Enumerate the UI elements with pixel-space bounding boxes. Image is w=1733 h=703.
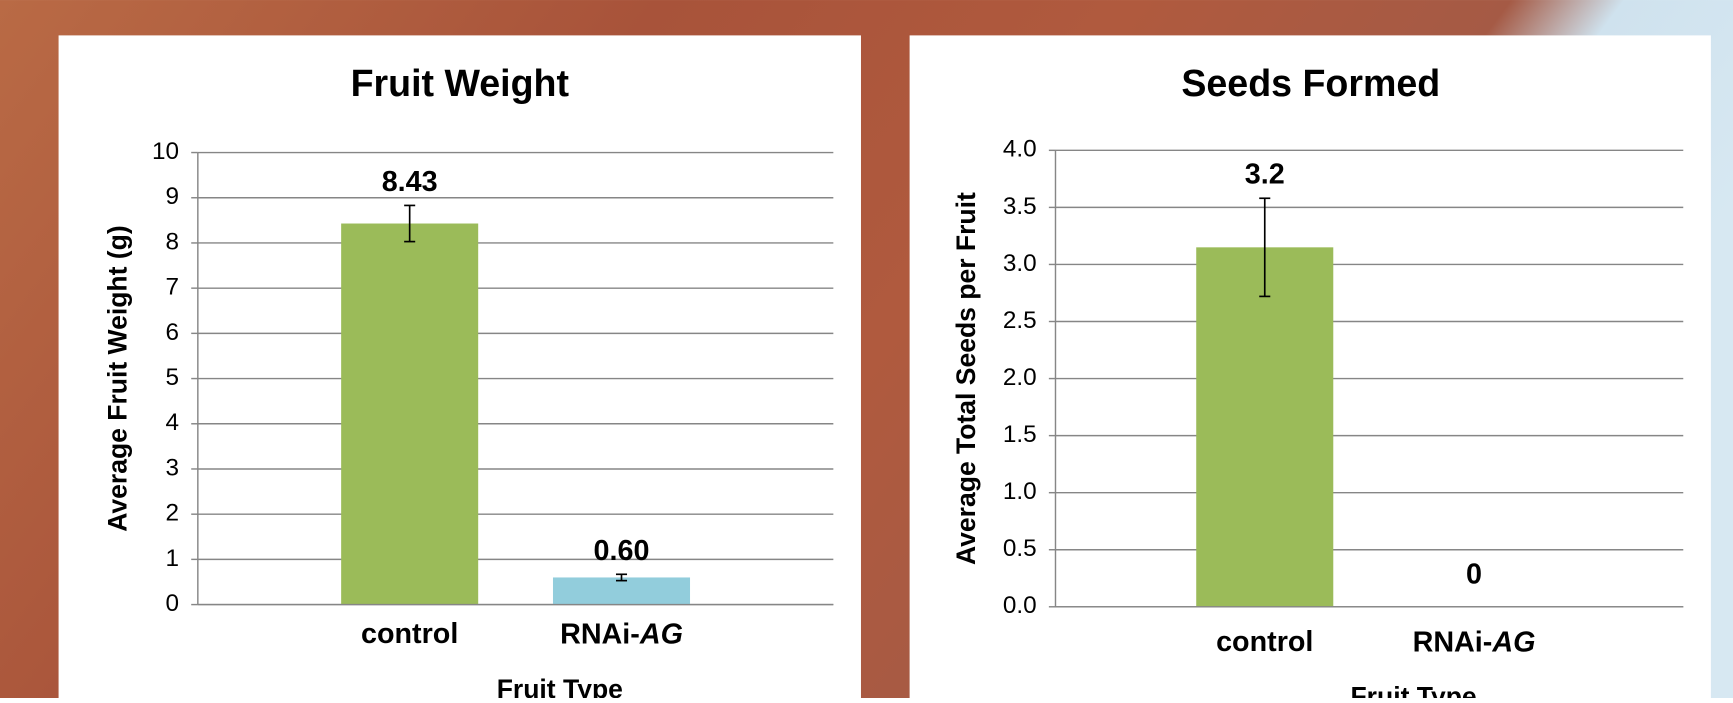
y-tick-label: 6 (166, 319, 180, 346)
y-tick-label: 3 (166, 454, 180, 481)
bar (1196, 247, 1333, 606)
x-tick-label: RNAi-AG (560, 618, 683, 650)
x-axis-label: Fruit Type (1350, 682, 1476, 698)
x-tick-label: RNAi-AG (1413, 626, 1536, 658)
y-tick-label: 0.0 (1003, 592, 1037, 619)
bar (341, 224, 478, 605)
x-axis-label: Fruit Type (497, 674, 623, 698)
y-tick-label: 10 (152, 138, 179, 165)
y-tick-label: 2.5 (1003, 307, 1037, 334)
y-tick-label: 0.5 (1003, 535, 1037, 562)
chart-title: Fruit Weight (351, 62, 570, 104)
chart-title: Seeds Formed (1181, 62, 1440, 104)
chart: Fruit Weight Average Fruit Weight (g) Frui… (0, 0, 1733, 698)
bar (553, 577, 690, 604)
data-label: 0.60 (594, 535, 650, 567)
y-tick-label: 3.0 (1003, 250, 1037, 277)
y-tick-label: 8 (166, 228, 180, 255)
data-label: 8.43 (382, 166, 438, 198)
y-axis-label: Average Fruit Weight (g) (102, 225, 132, 531)
y-tick-label: 1 (166, 545, 180, 572)
x-tick-label: control (1216, 626, 1313, 658)
page: Fruit Weight Average Fruit Weight (g) Frui… (0, 0, 1733, 698)
y-tick-label: 3.5 (1003, 193, 1037, 220)
y-tick-label: 1.0 (1003, 478, 1037, 505)
data-label: 0 (1466, 558, 1482, 590)
y-tick-label: 5 (166, 364, 180, 391)
y-tick-label: 4 (166, 409, 180, 436)
y-tick-label: 7 (166, 274, 180, 301)
y-tick-label: 4.0 (1003, 136, 1037, 163)
y-tick-label: 1.5 (1003, 421, 1037, 448)
y-tick-label: 0 (166, 590, 180, 617)
data-label: 3.2 (1245, 159, 1285, 191)
y-tick-label: 2.0 (1003, 364, 1037, 391)
y-tick-label: 2 (166, 500, 180, 527)
y-axis-label: Average Total Seeds per Fruit (951, 192, 981, 565)
x-tick-label: control (361, 618, 458, 650)
y-tick-label: 9 (166, 183, 180, 210)
